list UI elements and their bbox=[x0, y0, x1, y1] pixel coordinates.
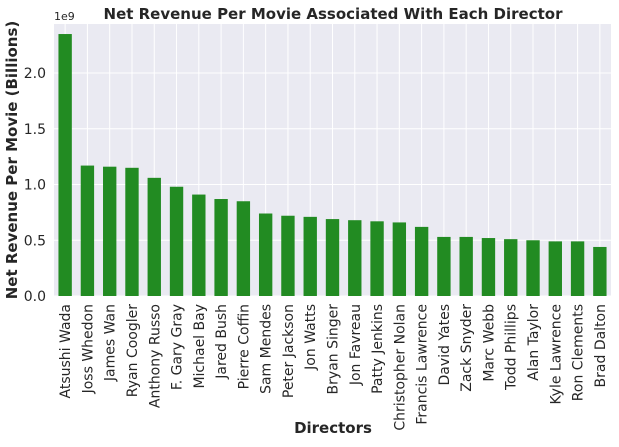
x-tick-label: Sam Mendes bbox=[259, 304, 275, 394]
bar bbox=[414, 226, 429, 296]
bar bbox=[325, 219, 340, 296]
bar bbox=[236, 201, 251, 296]
y-tick-label: 0.5 bbox=[24, 233, 46, 249]
x-tick-label: Jon Watts bbox=[303, 304, 319, 371]
bar bbox=[103, 166, 117, 296]
x-tick-label: David Yates bbox=[437, 304, 453, 385]
y-tick-labels: 0.0 0.5 1.0 1.5 2.0 bbox=[24, 66, 46, 305]
x-axis-label: Directors bbox=[294, 419, 372, 437]
x-tick-label: F. Gary Gray bbox=[170, 304, 186, 390]
bar bbox=[80, 165, 95, 296]
x-tick-label: Jon Favreau bbox=[348, 304, 364, 386]
bar bbox=[348, 220, 362, 296]
bar bbox=[58, 34, 72, 297]
x-tick-label: Kyle Lawrence bbox=[548, 304, 564, 404]
x-tick-label: Pierre Coffin bbox=[236, 304, 252, 389]
x-tick-label: Alan Taylor bbox=[526, 304, 542, 381]
x-tick-label: Bryan Singer bbox=[326, 304, 342, 395]
x-tick-label: Joss Whedon bbox=[80, 304, 96, 394]
x-tick-label: Peter Jackson bbox=[281, 304, 297, 398]
x-tick-label: Michael Bay bbox=[192, 304, 208, 389]
x-tick-label: Patty Jenkins bbox=[370, 304, 386, 394]
x-tick-label: Christopher Nolan bbox=[392, 304, 408, 431]
bar bbox=[437, 236, 451, 296]
bar bbox=[370, 221, 384, 296]
x-tick-label: Ron Clements bbox=[571, 304, 587, 401]
bar bbox=[481, 238, 496, 296]
bar bbox=[459, 236, 473, 296]
y-scale-label: 1e9 bbox=[54, 10, 75, 23]
x-tick-label: Ryan Coogler bbox=[125, 304, 141, 397]
x-tick-label: Marc Webb bbox=[481, 304, 497, 382]
x-tick-labels: Atsushi Wada Joss Whedon James Wan Ryan Coo… bbox=[58, 304, 609, 431]
bars bbox=[58, 34, 607, 297]
x-tick-label: Atsushi Wada bbox=[58, 304, 74, 399]
bar bbox=[570, 241, 585, 296]
y-tick-label: 1.0 bbox=[24, 178, 46, 194]
x-tick-label: Jared Bush bbox=[214, 304, 230, 380]
x-tick-label: Zack Snyder bbox=[459, 304, 475, 392]
chart-title: Net Revenue Per Movie Associated With Ea… bbox=[104, 5, 564, 23]
bar bbox=[169, 186, 184, 296]
x-tick-label: James Wan bbox=[103, 304, 119, 382]
bar bbox=[392, 222, 407, 296]
y-tick-label: 1.5 bbox=[24, 122, 46, 138]
x-tick-label: Todd Phillips bbox=[504, 304, 520, 391]
bar bbox=[593, 246, 607, 296]
x-tick-label: Brad Dalton bbox=[593, 304, 609, 387]
x-tick-label: Francis Lawrence bbox=[415, 304, 431, 425]
bar bbox=[147, 177, 161, 296]
bar bbox=[125, 167, 139, 296]
bar bbox=[303, 216, 317, 296]
bar bbox=[548, 241, 562, 296]
bar bbox=[258, 213, 273, 296]
y-tick-label: 0.0 bbox=[24, 289, 46, 305]
bar bbox=[504, 239, 518, 296]
bar bbox=[192, 194, 206, 296]
bar bbox=[214, 199, 228, 296]
bar bbox=[281, 215, 295, 296]
x-tick-label: Anthony Russo bbox=[147, 304, 163, 408]
bar bbox=[526, 240, 540, 296]
y-axis-label: Net Revenue Per Movie (Billions) bbox=[3, 21, 21, 300]
y-tick-label: 2.0 bbox=[24, 66, 46, 82]
